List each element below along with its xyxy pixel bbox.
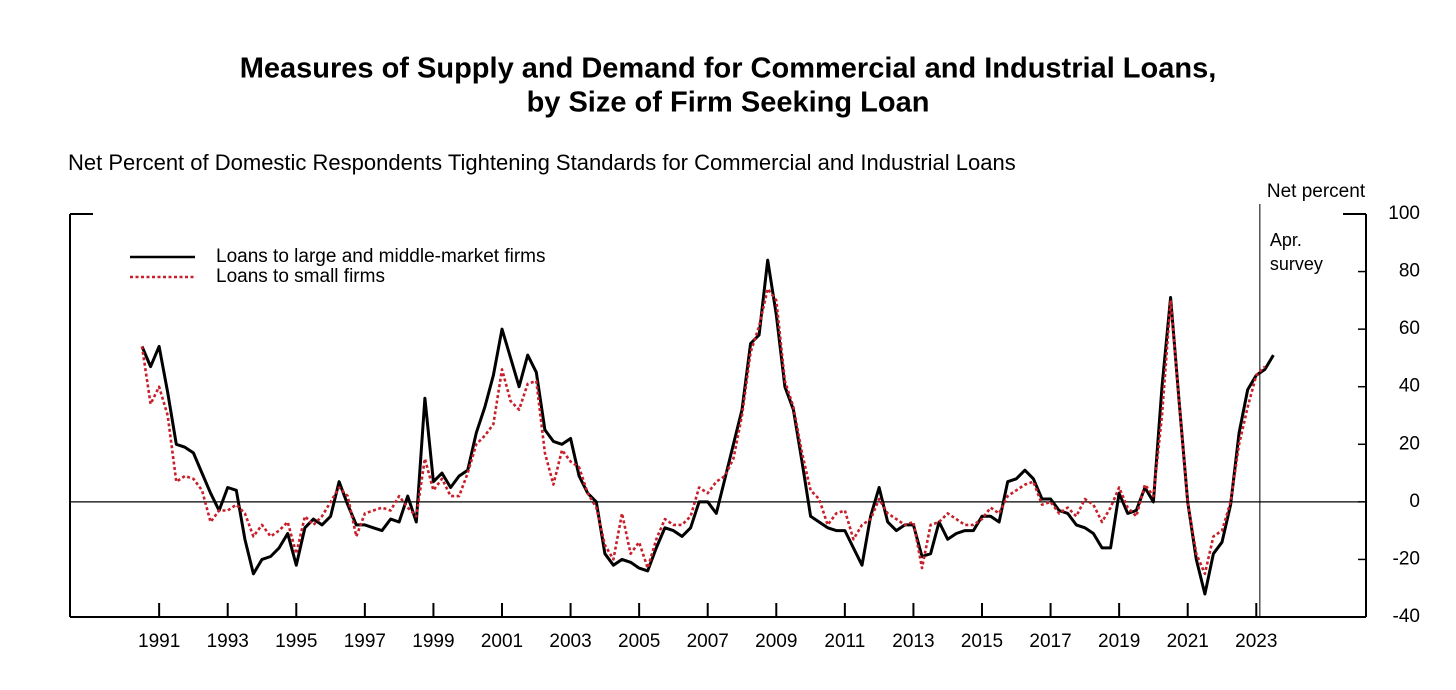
series-line (140, 287, 1266, 576)
y-tick-label: 20 (1399, 433, 1420, 454)
chart-title: by Size of Firm Seeking Loan (527, 87, 930, 119)
y-tick-label: 40 (1399, 376, 1420, 397)
y-tick-label: -40 (1393, 606, 1420, 627)
x-tick-label: 2013 (892, 631, 934, 652)
x-tick-label: 2019 (1098, 631, 1140, 652)
x-tick-label: 1995 (275, 631, 317, 652)
x-tick-label: 2009 (755, 631, 797, 652)
annotation: survey (1270, 254, 1323, 274)
x-tick-label: 2017 (1029, 631, 1071, 652)
x-tick-label: 2011 (824, 631, 865, 652)
annotation: Apr. (1270, 230, 1302, 250)
x-tick-label: 2023 (1235, 631, 1277, 652)
x-tick-label: 1991 (138, 631, 180, 652)
x-tick-label: 2001 (481, 631, 523, 652)
y-tick-label: 100 (1388, 203, 1420, 224)
x-tick-label: 2021 (1167, 631, 1209, 652)
y-axis-label: Net percent (1267, 181, 1366, 202)
y-tick-label: -20 (1393, 548, 1420, 569)
y-tick-label: 60 (1399, 318, 1420, 339)
x-tick-label: 2007 (687, 631, 729, 652)
chart-title: Measures of Supply and Demand for Commer… (240, 53, 1217, 85)
x-tick-label: 2005 (618, 631, 660, 652)
legend-label: Loans to small firms (216, 266, 385, 287)
x-tick-label: 1999 (412, 631, 454, 652)
y-tick-label: 0 (1409, 491, 1420, 512)
x-tick-label: 2003 (549, 631, 591, 652)
x-tick-label: 2015 (961, 631, 1003, 652)
legend-label: Loans to large and middle-market firms (216, 246, 545, 267)
x-tick-label: 1993 (207, 631, 249, 652)
series-line (140, 258, 1275, 596)
frame (69, 213, 1367, 618)
chart-subtitle: Net Percent of Domestic Respondents Tigh… (68, 150, 1016, 175)
y-tick-label: 80 (1399, 261, 1420, 282)
x-tick-label: 1997 (344, 631, 386, 652)
